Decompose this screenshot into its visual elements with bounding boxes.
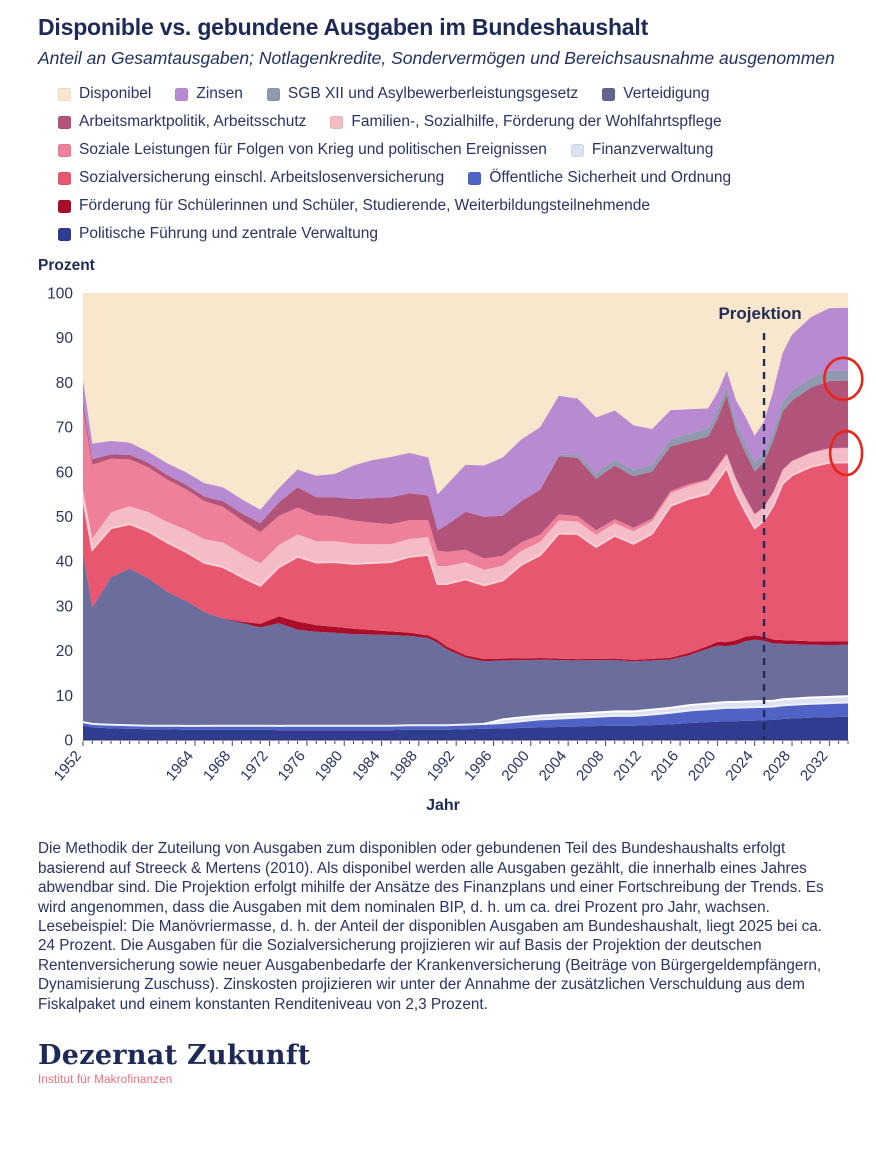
- area-sozialversicherung: [83, 462, 848, 661]
- legend-label: Familien-, Sozialhilfe, Förderung der Wo…: [351, 113, 722, 131]
- legend-swatch-icon: [266, 87, 280, 101]
- area-highlight-stroke: [483, 695, 849, 726]
- x-tick-label: 2004: [536, 748, 570, 784]
- y-tick-label: 60: [56, 465, 74, 482]
- area-verteidigung: [83, 552, 848, 727]
- logo: Dezernat Zukunft Institut für Makrofinan…: [38, 1040, 842, 1086]
- legend-label: Soziale Leistungen für Folgen von Krieg …: [79, 141, 547, 159]
- x-tick-label: 1968: [200, 748, 234, 784]
- y-tick-label: 100: [47, 286, 73, 303]
- area-arbeitsmarktpolitik: [83, 380, 848, 559]
- legend-swatch-icon: [330, 115, 344, 129]
- x-tick-label: 2032: [797, 748, 831, 784]
- legend-item-9: Öffentliche Sicherheit und Ordnung: [468, 169, 731, 187]
- legend-item-1: Zinsen: [175, 85, 243, 103]
- area-highlight-stroke: [82, 701, 849, 728]
- x-tick-label: 1976: [274, 748, 308, 784]
- legend-item-3: Verteidigung: [602, 85, 709, 103]
- legend-swatch-icon: [570, 143, 584, 157]
- legend-label: Förderung für Schülerinnen und Schüler, …: [79, 197, 650, 215]
- legend-item-6: Soziale Leistungen für Folgen von Krieg …: [58, 141, 547, 159]
- x-tick-label: 2008: [573, 748, 607, 784]
- y-tick-label: 40: [56, 554, 74, 571]
- x-tick-label: 2012: [610, 748, 644, 784]
- x-tick-label: 1996: [461, 748, 495, 784]
- legend-swatch-icon: [58, 227, 71, 241]
- y-tick-label: 90: [56, 331, 74, 348]
- page: Disponible vs. gebundene Ausgaben im Bun…: [38, 14, 864, 1086]
- x-tick-label: 1952: [51, 748, 85, 784]
- legend-swatch-icon: [58, 143, 71, 157]
- legend-swatch-icon: [602, 87, 616, 101]
- annotation-circle: [823, 356, 864, 402]
- y-axis-title: Prozent: [38, 257, 95, 275]
- legend-label: Sozialversicherung einschl. Arbeitslosen…: [79, 169, 445, 187]
- page-subtitle: Anteil an Gesamtausgaben; Notlagenkredit…: [38, 48, 835, 68]
- legend-item-8: Sozialversicherung einschl. Arbeitslosen…: [58, 169, 444, 187]
- legend-swatch-icon: [468, 171, 482, 185]
- legend-label: Öffentliche Sicherheit und Ordnung: [489, 169, 732, 187]
- area-kriegsfolgen: [83, 409, 848, 571]
- y-tick-label: 30: [56, 599, 74, 616]
- legend-swatch-icon: [58, 115, 71, 129]
- legend-swatch-icon: [175, 87, 189, 101]
- x-axis-title: Jahr: [426, 797, 460, 815]
- footnote-methodik: Die Methodik der Zuteilung von Ausgaben …: [38, 840, 824, 916]
- legend-item-10: Förderung für Schülerinnen und Schüler, …: [58, 197, 650, 215]
- legend-item-0: Disponibel: [58, 85, 151, 103]
- legend-swatch-icon: [58, 199, 71, 213]
- x-tick-label: 2016: [648, 748, 682, 784]
- legend-label: Verteidigung: [623, 85, 710, 103]
- area-familien-sozialhilfe: [83, 448, 848, 587]
- x-tick-label: 1988: [386, 748, 420, 784]
- footnote: Die Methodik der Zuteilung von Ausgaben …: [38, 839, 842, 1014]
- page-title: Disponible vs. gebundene Ausgaben im Bun…: [38, 14, 649, 40]
- footnote-lesebeispiel: Lesebeispiel: Die Manövriermasse, d. h. …: [38, 918, 823, 1013]
- y-tick-label: 80: [56, 375, 74, 392]
- x-tick-label: 1984: [349, 748, 383, 784]
- logo-tagline: Institut für Makrofinanzen: [38, 1074, 173, 1087]
- y-tick-label: 50: [56, 509, 74, 526]
- logo-name: Dezernat Zukunft: [38, 1040, 311, 1072]
- legend-swatch-icon: [58, 87, 71, 101]
- area-highlight-stroke: [82, 461, 849, 588]
- y-tick-label: 10: [56, 688, 74, 705]
- legend-label: Arbeitsmarktpolitik, Arbeitsschutz: [79, 113, 307, 131]
- projection-label: Projektion: [718, 304, 801, 323]
- area-zinsen: [83, 308, 848, 531]
- legend-swatch-icon: [58, 171, 71, 185]
- x-tick-label: 1972: [237, 748, 271, 784]
- x-tick-label: 1964: [163, 748, 197, 784]
- x-tick-label: 2000: [498, 748, 532, 784]
- x-tick-label: 2028: [760, 748, 794, 784]
- legend-label: Finanzverwaltung: [591, 141, 714, 159]
- legend-label: SGB XII und Asylbewerberleistungsgesetz: [287, 85, 579, 103]
- legend-item-2: SGB XII und Asylbewerberleistungsgesetz: [266, 85, 579, 103]
- y-tick-label: 0: [64, 733, 73, 750]
- x-tick-label: 1980: [312, 748, 346, 784]
- legend-item-4: Arbeitsmarktpolitik, Arbeitsschutz: [58, 113, 306, 131]
- x-tick-label: 1992: [424, 748, 458, 784]
- legend-item-5: Familien-, Sozialhilfe, Förderung der Wo…: [330, 113, 722, 131]
- y-tick-label: 20: [56, 643, 74, 660]
- x-tick-label: 2020: [685, 748, 719, 784]
- annotation-circle: [828, 430, 864, 477]
- area-politische-fuehrung: [83, 717, 848, 741]
- x-tick-label: 2024: [722, 748, 756, 784]
- area-oeffentliche-sicherheit: [83, 702, 848, 731]
- y-tick-label: 70: [56, 420, 74, 437]
- legend-item-7: Finanzverwaltung: [570, 141, 714, 159]
- chart-legend: Disponibel Zinsen SGB XII und Asylbewerber…: [38, 85, 842, 243]
- legend-label: Politische Führung und zentrale Verwaltu…: [79, 225, 378, 243]
- legend-label: Disponibel: [79, 85, 152, 103]
- legend-label: Zinsen: [196, 85, 243, 103]
- legend-item-11: Politische Führung und zentrale Verwaltu…: [58, 225, 378, 243]
